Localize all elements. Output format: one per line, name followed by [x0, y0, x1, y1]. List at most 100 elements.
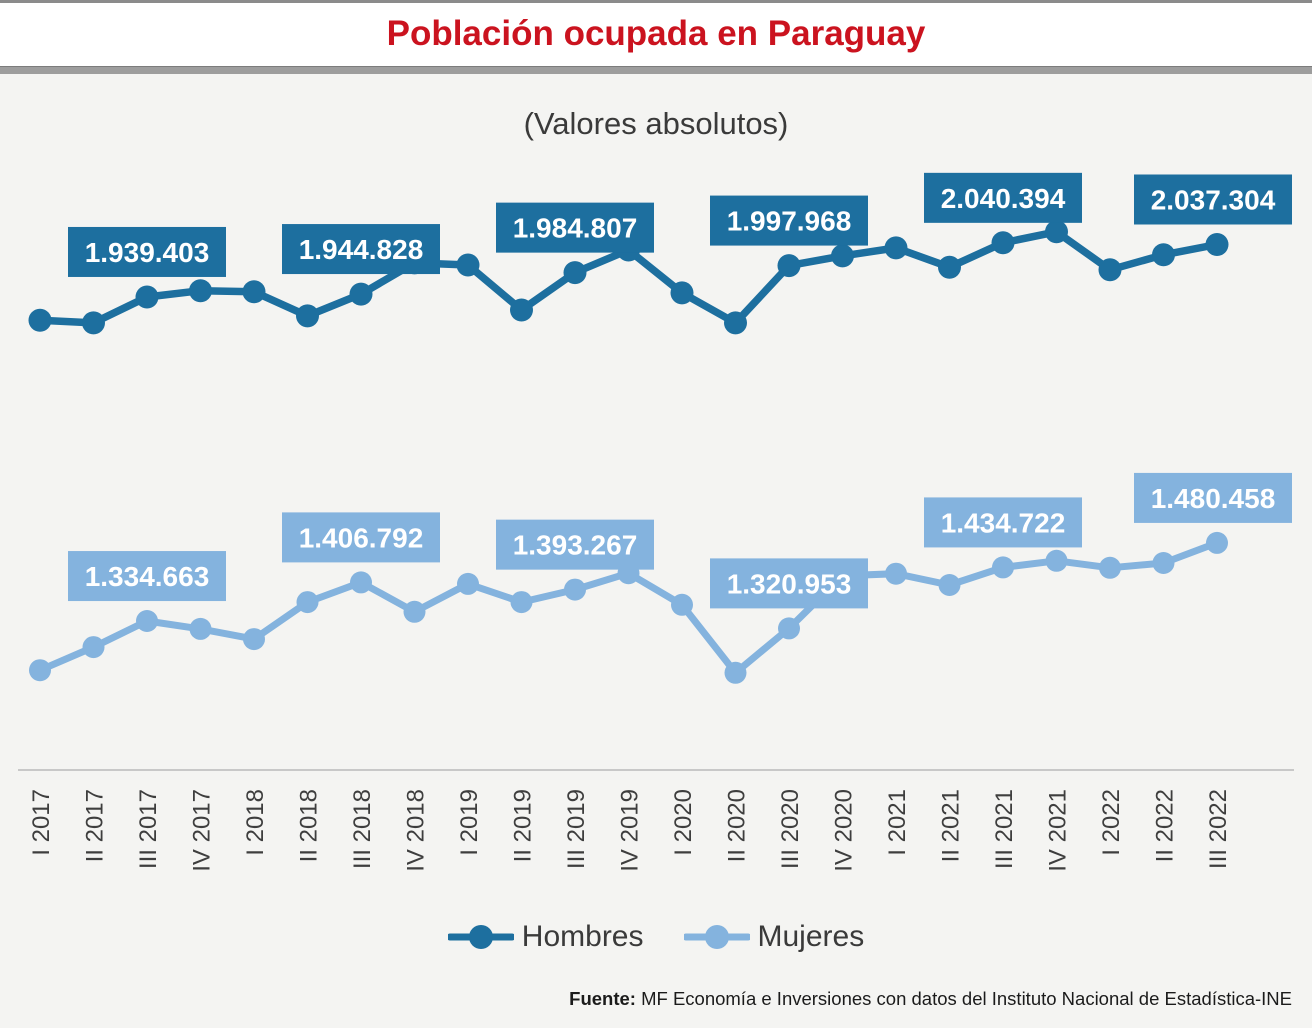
data-point-mujeres — [724, 661, 747, 684]
data-point-mujeres — [778, 617, 800, 640]
svg-text:2.037.304: 2.037.304 — [1151, 184, 1276, 215]
x-tick-label: III 2020 — [777, 789, 804, 869]
data-point-hombres — [831, 244, 854, 268]
data-point-hombres — [991, 231, 1015, 255]
data-point-mujeres — [671, 593, 693, 616]
svg-text:1.480.458: 1.480.458 — [1151, 483, 1276, 514]
data-point-hombres — [1152, 243, 1175, 267]
data-point-hombres — [1045, 220, 1068, 244]
data-point-hombres — [296, 304, 319, 328]
source-note: Fuente: MF Economía e Inversiones con da… — [569, 988, 1292, 1010]
data-point-hombres — [28, 308, 52, 332]
svg-text:2.040.394: 2.040.394 — [941, 183, 1066, 214]
x-tick-label: II 2018 — [296, 789, 323, 862]
data-point-hombres — [189, 279, 212, 303]
data-point-hombres — [242, 280, 266, 304]
x-tick-label: IV 2021 — [1045, 789, 1072, 872]
data-label-hombres: 2.040.394 — [924, 172, 1082, 223]
legend-label-mujeres: Mujeres — [757, 920, 865, 953]
data-point-mujeres — [189, 617, 212, 640]
data-point-mujeres — [564, 578, 586, 601]
x-tick-label: IV 2019 — [617, 789, 644, 872]
data-point-mujeres — [136, 610, 158, 632]
data-point-mujeres — [296, 591, 319, 614]
data-label-mujeres: 1.434.722 — [924, 497, 1082, 548]
x-tick-label: II 2021 — [938, 789, 965, 862]
x-tick-label: II 2019 — [510, 789, 537, 862]
x-tick-label: II 2022 — [1152, 789, 1179, 862]
svg-text:1.984.807: 1.984.807 — [513, 213, 638, 244]
chart-subtitle: (Valores absolutos) — [523, 106, 789, 141]
data-point-mujeres — [403, 600, 426, 623]
page-title: Población ocupada en Paraguay — [386, 14, 926, 53]
data-point-mujeres — [992, 556, 1014, 579]
title-bar: Población ocupada en Paraguay — [0, 0, 1312, 66]
data-label-hombres: 1.944.828 — [282, 224, 440, 275]
data-point-mujeres — [510, 591, 533, 614]
svg-text:1.334.663: 1.334.663 — [85, 561, 210, 592]
svg-text:1.939.403: 1.939.403 — [85, 237, 210, 268]
data-point-hombres — [510, 298, 533, 322]
x-tick-label: I 2020 — [670, 789, 697, 856]
x-tick-label: IV 2018 — [403, 789, 430, 872]
data-label-hombres: 1.997.968 — [710, 195, 868, 246]
data-point-hombres — [1098, 258, 1122, 282]
data-label-mujeres: 1.320.953 — [710, 558, 868, 609]
x-tick-label: I 2018 — [242, 789, 269, 856]
source-label: Fuente: — [569, 988, 636, 1009]
x-tick-label: II 2017 — [82, 789, 109, 862]
data-point-mujeres — [1045, 549, 1068, 572]
data-label-hombres: 2.037.304 — [1134, 174, 1292, 225]
x-tick-label: III 2019 — [563, 789, 590, 869]
data-point-hombres — [884, 236, 908, 260]
data-label-mujeres: 1.480.458 — [1134, 472, 1292, 523]
data-point-mujeres — [243, 628, 265, 651]
data-point-hombres — [724, 311, 747, 335]
x-tick-label: I 2019 — [456, 789, 483, 856]
x-tick-label: II 2020 — [724, 789, 751, 862]
data-point-hombres — [777, 254, 801, 278]
svg-text:1.393.267: 1.393.267 — [513, 530, 638, 561]
data-point-mujeres — [1152, 552, 1175, 574]
chart-legend: Hombres Mujeres — [0, 920, 1312, 954]
x-tick-label: III 2018 — [349, 789, 376, 869]
source-text: MF Economía e Inversiones con datos del … — [635, 988, 1292, 1009]
data-point-hombres — [1205, 233, 1229, 256]
data-point-hombres — [135, 285, 159, 309]
data-point-hombres — [349, 282, 373, 306]
data-point-mujeres — [1099, 556, 1121, 579]
svg-text:1.434.722: 1.434.722 — [941, 507, 1066, 538]
x-tick-label: III 2017 — [135, 789, 162, 869]
mujeres-line-marker-icon — [683, 925, 750, 949]
data-label-hombres: 1.939.403 — [68, 226, 226, 277]
x-tick-label: III 2021 — [991, 789, 1018, 869]
legend-label-hombres: Hombres — [521, 920, 644, 953]
data-point-mujeres — [885, 562, 907, 585]
data-point-hombres — [563, 261, 587, 285]
legend-item-mujeres: Mujeres — [683, 920, 865, 954]
data-point-hombres — [670, 281, 694, 305]
legend-item-hombres: Hombres — [447, 920, 644, 954]
data-point-mujeres — [29, 659, 51, 682]
data-point-hombres — [938, 255, 961, 279]
data-point-mujeres — [350, 571, 372, 594]
data-point-hombres — [456, 253, 480, 277]
x-tick-label: IV 2020 — [831, 789, 858, 872]
svg-text:1.944.828: 1.944.828 — [299, 234, 424, 265]
x-tick-label: III 2022 — [1205, 789, 1232, 869]
x-tick-label: I 2022 — [1098, 789, 1125, 856]
data-label-mujeres: 1.393.267 — [496, 519, 654, 570]
hombres-line-marker-icon — [447, 925, 514, 949]
data-point-mujeres — [938, 574, 961, 596]
svg-text:1.997.968: 1.997.968 — [727, 206, 852, 237]
x-tick-label: I 2021 — [884, 789, 911, 856]
data-label-mujeres: 1.334.663 — [68, 551, 226, 602]
svg-text:1.320.953: 1.320.953 — [727, 568, 852, 599]
data-point-mujeres — [1206, 531, 1228, 554]
header-divider — [0, 66, 1312, 74]
data-label-hombres: 1.984.807 — [496, 202, 654, 253]
svg-text:1.406.792: 1.406.792 — [299, 522, 424, 553]
data-point-hombres — [82, 311, 105, 335]
